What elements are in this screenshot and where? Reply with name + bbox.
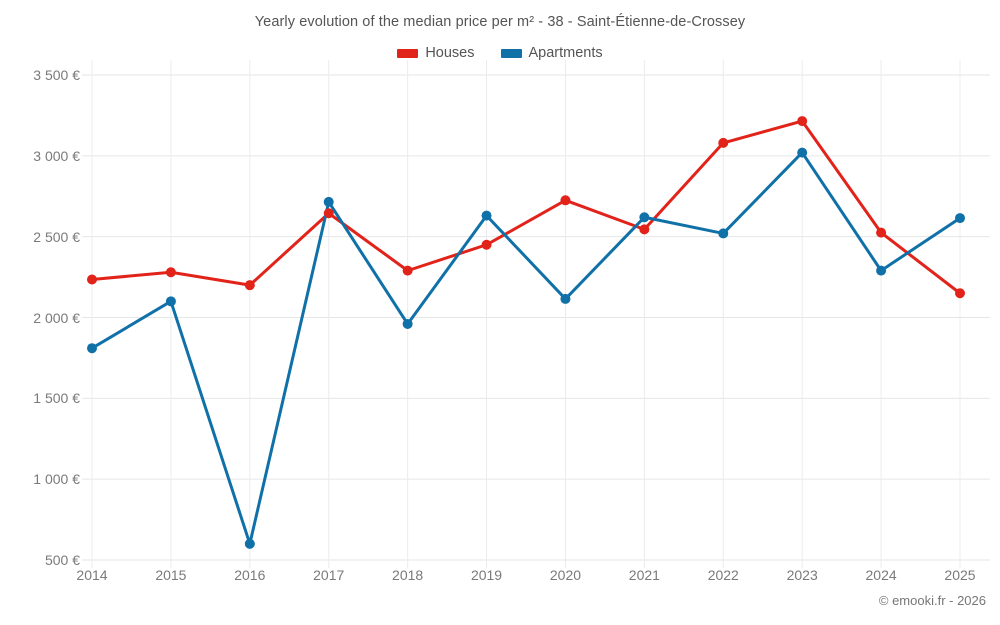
x-axis-tick-label: 2017 bbox=[313, 567, 345, 583]
data-point[interactable] bbox=[165, 296, 176, 307]
data-point[interactable] bbox=[797, 116, 808, 127]
data-point[interactable] bbox=[560, 293, 571, 304]
x-axis-tick-label: 2018 bbox=[392, 567, 424, 583]
data-point[interactable] bbox=[402, 318, 413, 329]
data-point[interactable] bbox=[87, 343, 97, 354]
y-axis-tick-label: 2 500 € bbox=[33, 228, 80, 245]
legend-label-apartments: Apartments bbox=[528, 45, 603, 61]
data-point[interactable] bbox=[165, 267, 176, 278]
x-axis-tick-label: 2016 bbox=[234, 567, 266, 583]
gridlines bbox=[82, 60, 990, 568]
data-point[interactable] bbox=[718, 228, 729, 239]
chart-legend: Houses Apartments bbox=[0, 45, 1000, 61]
credit-text: © emooki.fr - 2026 bbox=[878, 593, 986, 608]
data-point[interactable] bbox=[481, 239, 492, 250]
data-point[interactable] bbox=[402, 265, 413, 276]
y-axis: 500 € 1 000 € 1 500 € 2 000 € 2 500 € 3 000 €… bbox=[0, 0, 80, 625]
y-axis-tick-label: 1 000 € bbox=[33, 471, 80, 488]
series-line-apartments bbox=[90, 151, 962, 546]
legend-label-houses: Houses bbox=[425, 45, 475, 61]
series-lines bbox=[90, 119, 962, 546]
x-axis-tick-label: 2015 bbox=[155, 567, 187, 583]
y-axis-tick-label: 1 500 € bbox=[33, 390, 80, 407]
data-point[interactable] bbox=[323, 208, 334, 219]
x-axis-tick-label: 2014 bbox=[76, 567, 108, 583]
data-point[interactable] bbox=[639, 224, 650, 235]
x-axis-tick-label: 2019 bbox=[470, 567, 503, 583]
series-points bbox=[87, 116, 965, 549]
data-point[interactable] bbox=[876, 227, 887, 238]
y-axis-tick-label: 3 000 € bbox=[33, 147, 80, 164]
legend-color-swatch-apartments bbox=[500, 48, 522, 58]
y-axis-tick-label: 3 500 € bbox=[33, 67, 80, 83]
data-point[interactable] bbox=[955, 288, 965, 299]
data-point[interactable] bbox=[244, 280, 255, 291]
x-axis-tick-label: 2022 bbox=[707, 567, 739, 583]
x-axis-tick-label: 2021 bbox=[628, 567, 660, 583]
data-point[interactable] bbox=[560, 195, 571, 206]
legend-item-apartments[interactable]: Apartments bbox=[500, 45, 603, 61]
data-point[interactable] bbox=[797, 147, 808, 158]
data-point[interactable] bbox=[639, 212, 650, 223]
y-axis-tick-label: 500 € bbox=[44, 552, 80, 568]
data-point[interactable] bbox=[481, 210, 492, 221]
chart-title: Yearly evolution of the median price per… bbox=[254, 14, 746, 30]
x-axis-tick-label: 2023 bbox=[786, 567, 818, 583]
data-point[interactable] bbox=[718, 137, 729, 148]
data-point[interactable] bbox=[955, 213, 965, 224]
x-axis-tick-label: 2020 bbox=[549, 567, 582, 583]
data-point[interactable] bbox=[876, 265, 887, 276]
legend-item-houses[interactable]: Houses bbox=[397, 45, 475, 61]
legend-color-swatch-houses bbox=[397, 48, 419, 58]
data-point[interactable] bbox=[244, 538, 255, 549]
series-line-houses bbox=[90, 119, 962, 295]
x-axis-tick-label: 2024 bbox=[865, 567, 897, 583]
x-axis: 2014 2015 2016 2017 2018 2019 2020 2021 2022 2023… bbox=[0, 567, 1000, 591]
data-point[interactable] bbox=[87, 274, 97, 285]
y-axis-tick-label: 2 000 € bbox=[33, 309, 80, 326]
x-axis-tick-label: 2025 bbox=[944, 567, 976, 583]
data-point[interactable] bbox=[323, 196, 334, 207]
